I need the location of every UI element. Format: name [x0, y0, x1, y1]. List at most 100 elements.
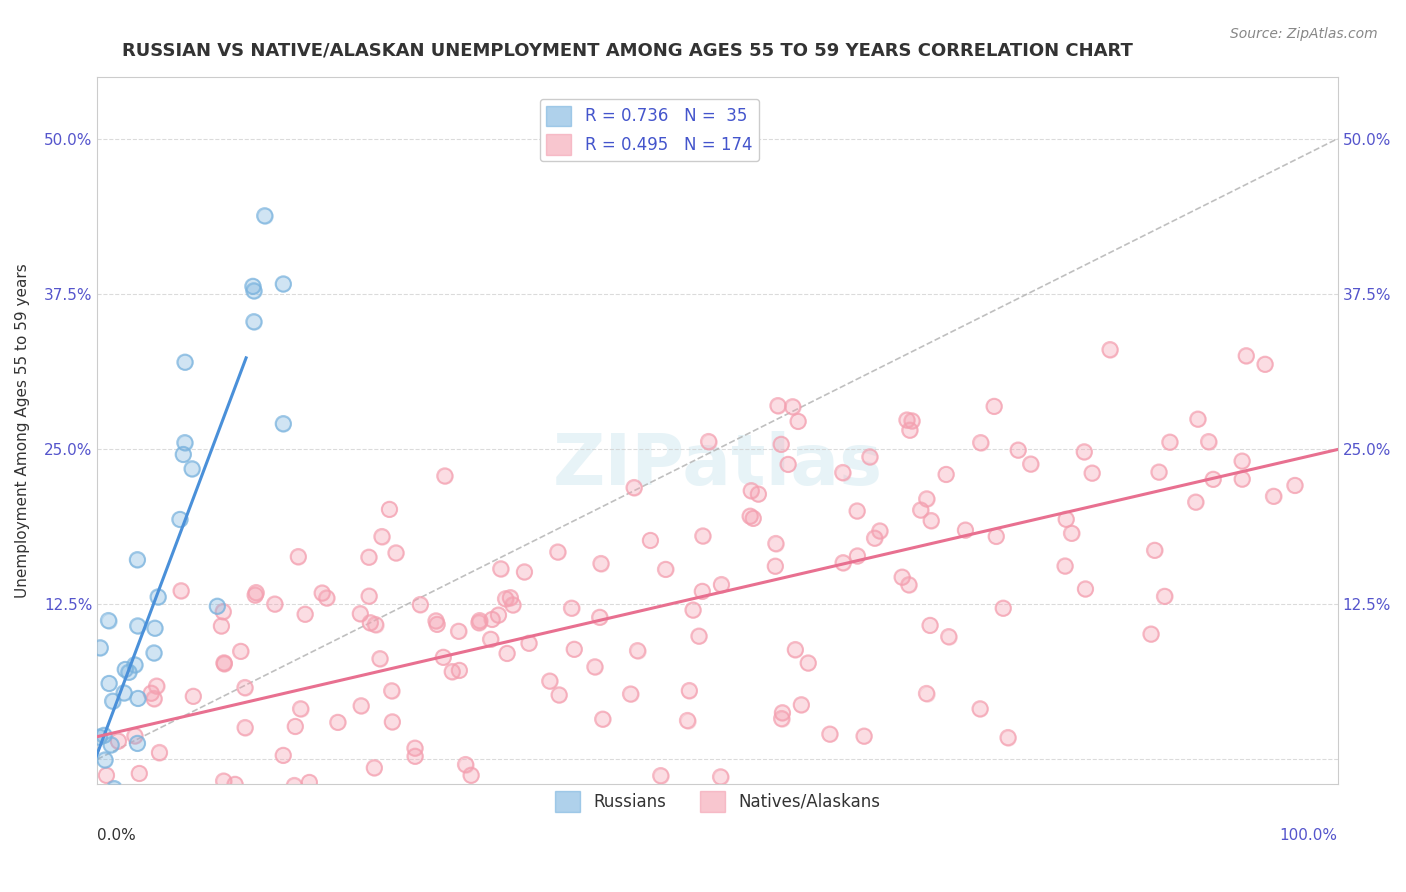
- Text: Source: ZipAtlas.com: Source: ZipAtlas.com: [1230, 27, 1378, 41]
- Point: [688, 629, 710, 643]
- Point: [371, 530, 394, 544]
- Point: [697, 434, 720, 449]
- Point: [896, 413, 918, 427]
- Point: [287, 549, 309, 564]
- Point: [93, 728, 115, 742]
- Point: [94, 753, 117, 767]
- Point: [832, 556, 855, 570]
- Point: [699, 789, 721, 804]
- Point: [243, 315, 266, 329]
- Point: [1184, 495, 1206, 509]
- Point: [496, 647, 519, 661]
- Point: [1153, 590, 1175, 604]
- Point: [142, 646, 165, 660]
- Point: [1230, 454, 1253, 468]
- Point: [1081, 466, 1104, 480]
- Point: [898, 423, 921, 437]
- Point: [409, 598, 432, 612]
- Point: [869, 524, 891, 538]
- Point: [1098, 343, 1121, 357]
- Point: [98, 676, 121, 690]
- Point: [710, 577, 733, 591]
- Point: [898, 423, 921, 437]
- Point: [384, 789, 406, 804]
- Point: [245, 585, 267, 599]
- Point: [1159, 435, 1181, 450]
- Point: [105, 789, 128, 804]
- Point: [207, 599, 229, 614]
- Point: [93, 788, 115, 802]
- Point: [378, 502, 401, 516]
- Point: [454, 757, 477, 772]
- Point: [326, 715, 349, 730]
- Point: [298, 775, 321, 789]
- Point: [770, 437, 793, 451]
- Point: [935, 467, 957, 482]
- Point: [693, 789, 716, 804]
- Point: [468, 615, 491, 630]
- Point: [676, 714, 699, 728]
- Point: [859, 450, 882, 464]
- Point: [740, 483, 762, 498]
- Point: [897, 578, 920, 592]
- Point: [105, 789, 128, 804]
- Point: [143, 621, 166, 635]
- Point: [170, 583, 193, 598]
- Point: [787, 414, 810, 428]
- Point: [489, 562, 512, 576]
- Point: [404, 749, 426, 764]
- Point: [692, 584, 714, 599]
- Point: [404, 741, 426, 756]
- Point: [574, 789, 596, 804]
- Point: [920, 514, 942, 528]
- Point: [263, 597, 285, 611]
- Point: [778, 458, 800, 472]
- Point: [583, 660, 606, 674]
- Point: [592, 712, 614, 726]
- Point: [517, 636, 540, 650]
- Point: [368, 789, 391, 804]
- Point: [918, 618, 941, 632]
- Point: [212, 656, 235, 670]
- Point: [938, 630, 960, 644]
- Point: [294, 607, 316, 622]
- Point: [242, 279, 264, 293]
- Point: [1007, 443, 1029, 458]
- Point: [560, 601, 582, 615]
- Point: [650, 769, 672, 783]
- Point: [100, 738, 122, 752]
- Point: [243, 284, 266, 298]
- Point: [253, 209, 276, 223]
- Point: [770, 712, 793, 726]
- Point: [107, 734, 129, 748]
- Point: [173, 435, 195, 450]
- Point: [654, 562, 676, 576]
- Point: [770, 712, 793, 726]
- Point: [969, 702, 991, 716]
- Point: [212, 657, 235, 671]
- Point: [371, 530, 394, 544]
- Point: [357, 550, 380, 565]
- Point: [499, 591, 522, 605]
- Point: [294, 607, 316, 622]
- Point: [449, 664, 471, 678]
- Point: [915, 686, 938, 700]
- Point: [489, 562, 512, 576]
- Point: [763, 559, 786, 574]
- Point: [513, 565, 536, 579]
- Point: [1140, 627, 1163, 641]
- Point: [454, 757, 477, 772]
- Point: [103, 781, 125, 796]
- Point: [682, 603, 704, 617]
- Point: [233, 721, 256, 735]
- Point: [710, 770, 733, 784]
- Point: [229, 644, 252, 658]
- Point: [495, 591, 517, 606]
- Point: [174, 355, 197, 369]
- Point: [89, 730, 111, 744]
- Point: [1098, 343, 1121, 357]
- Point: [747, 487, 769, 501]
- Point: [271, 277, 294, 291]
- Point: [145, 679, 167, 693]
- Point: [385, 546, 408, 560]
